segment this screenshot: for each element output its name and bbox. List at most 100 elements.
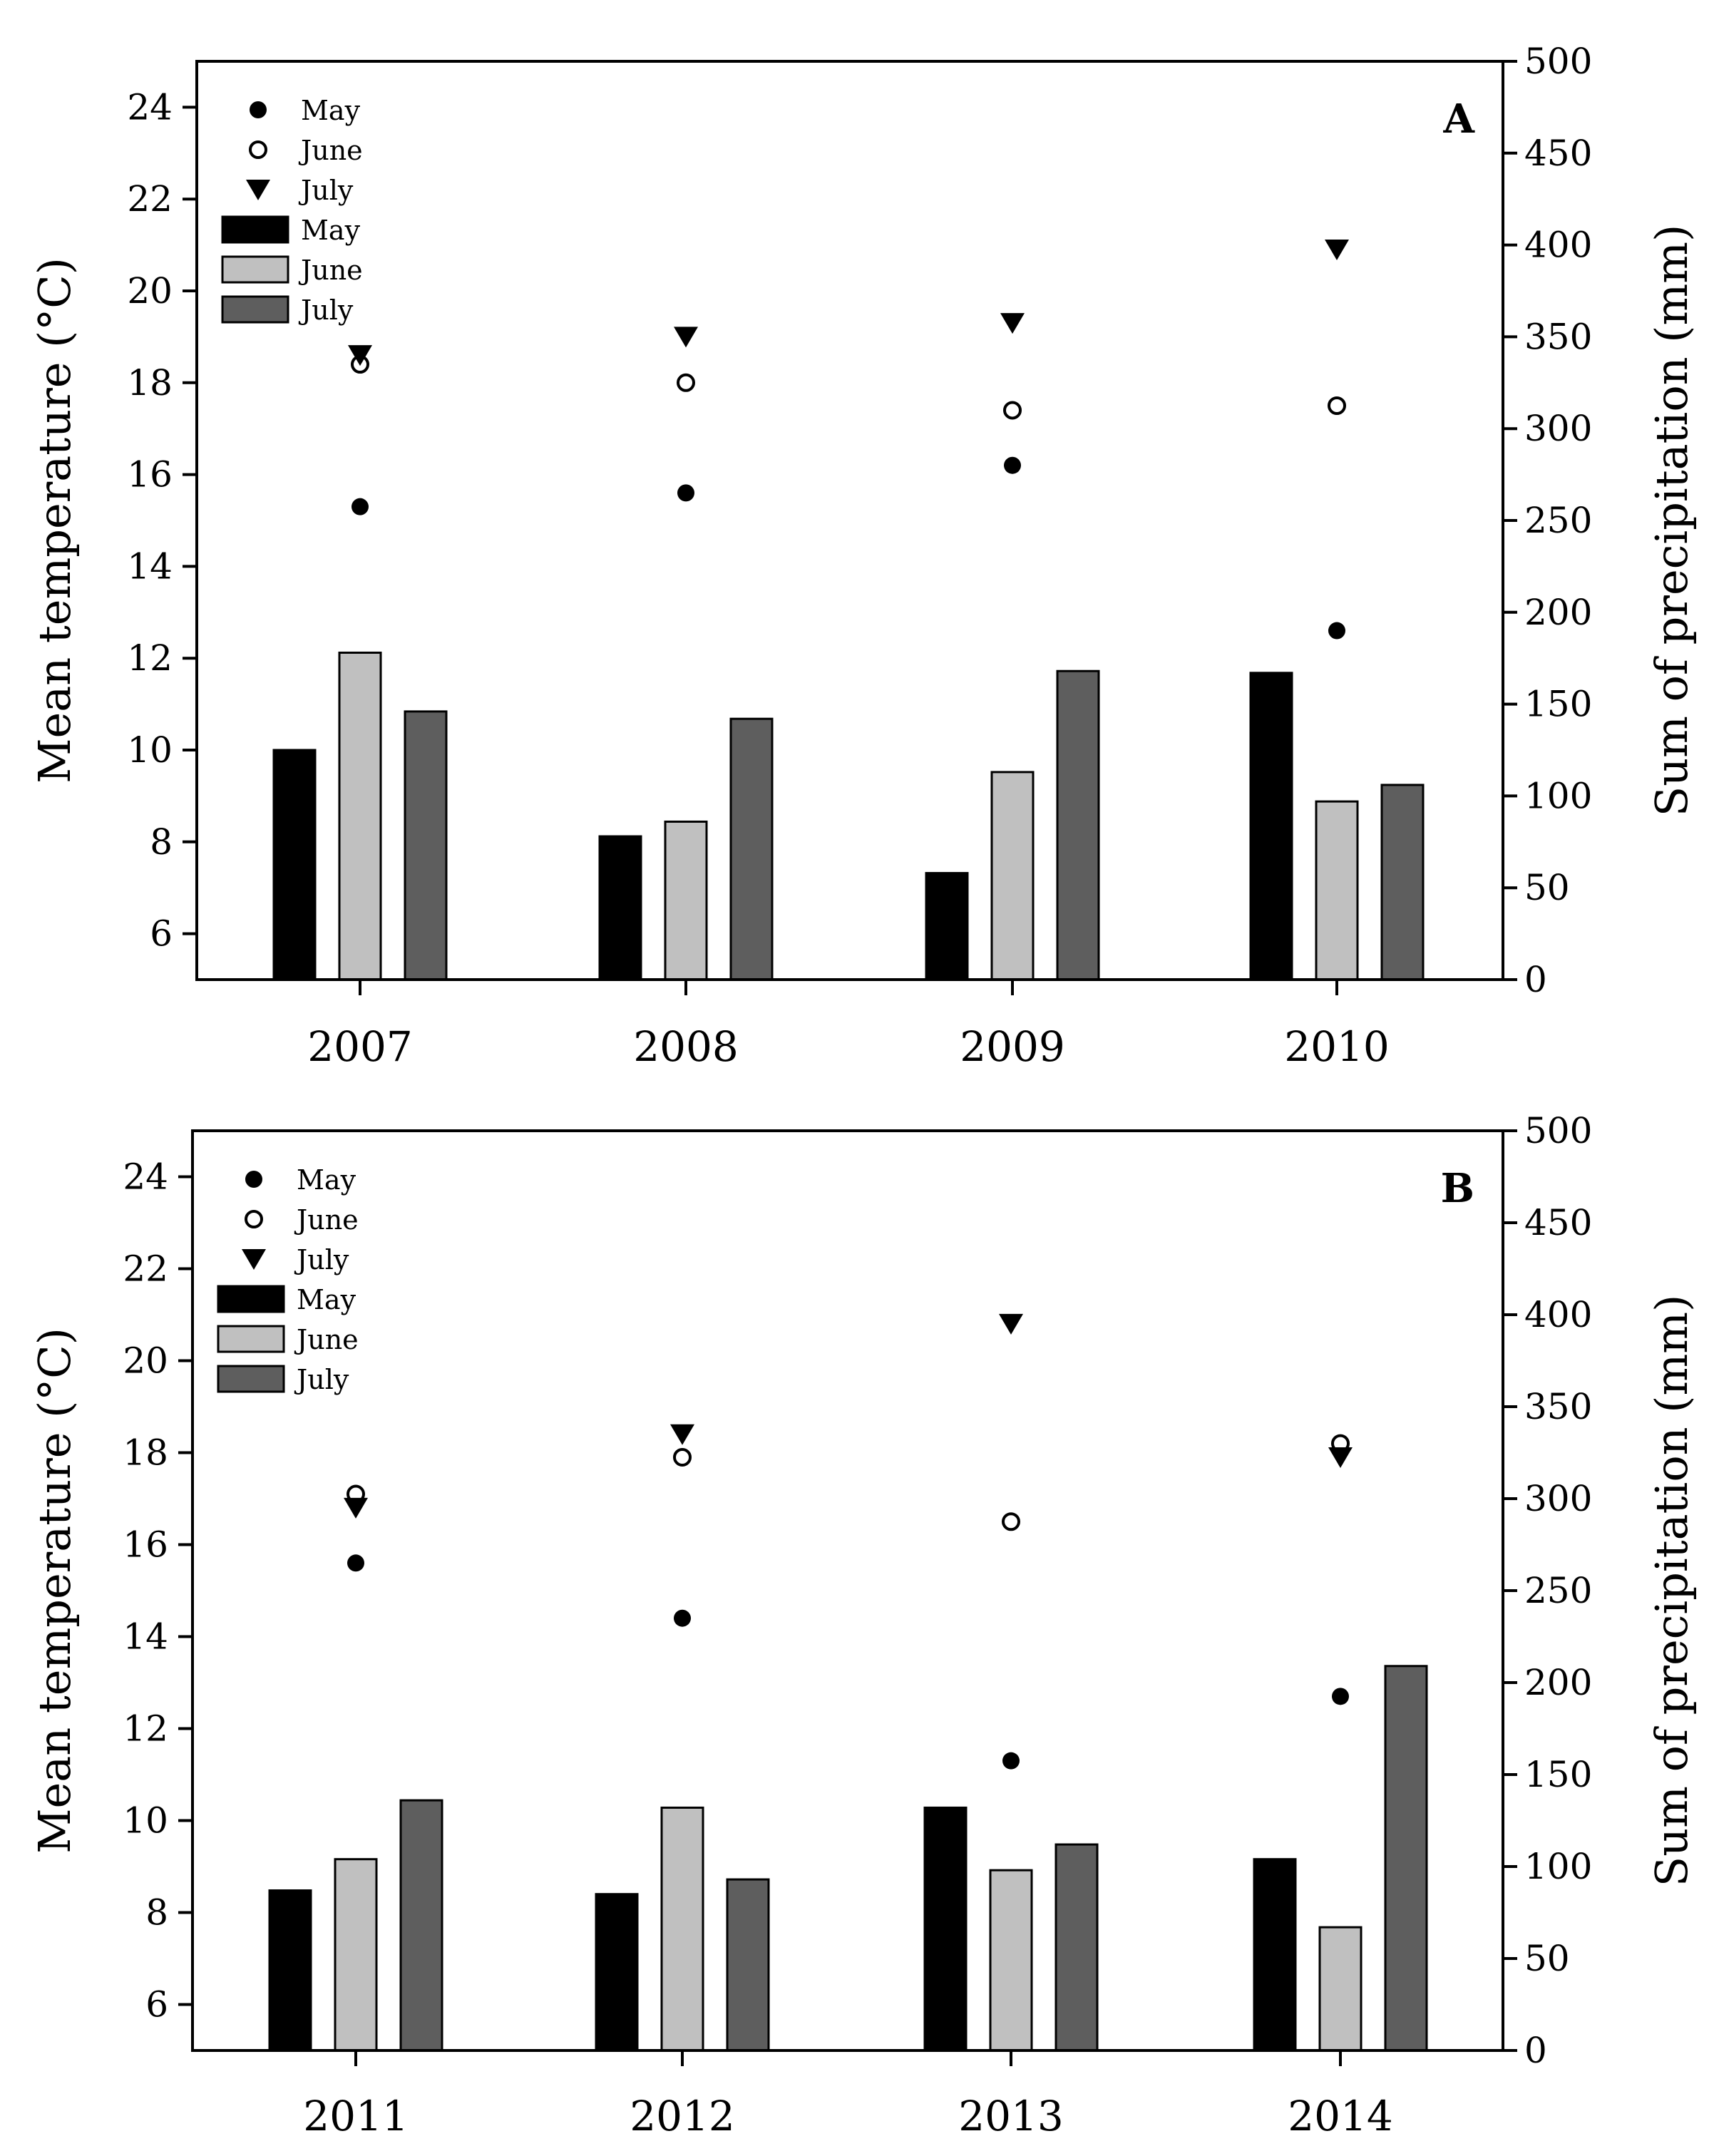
plot-frame xyxy=(191,1129,1504,2052)
bar-july-2008 xyxy=(729,717,774,981)
left-tick-label: 6 xyxy=(145,1984,168,2026)
bar-may-2013 xyxy=(923,1806,968,2052)
legend-swatch-may xyxy=(217,1285,285,1313)
point-july-2014 xyxy=(1328,1447,1353,1468)
point-june-2008 xyxy=(677,373,695,392)
legend-label: July xyxy=(294,1364,349,1395)
panel-a: 6 8 10 12 14 16 18 20 22 24 0 50 100 150 200 250 300 350 4… xyxy=(29,41,1698,1071)
left-tick-label: 22 xyxy=(127,178,173,220)
bar-july-2007 xyxy=(404,710,448,981)
right-tick-label: 150 xyxy=(1524,1754,1592,1795)
legend-label: July xyxy=(298,175,354,206)
bar-may-2007 xyxy=(272,749,317,981)
y2-axis-title: Sum of precipitation (mm) xyxy=(1646,1295,1698,1887)
point-june-2010 xyxy=(1328,396,1346,415)
point-may-2013 xyxy=(1002,1752,1020,1770)
point-july-2008 xyxy=(674,327,698,348)
bar-july-2009 xyxy=(1056,669,1100,981)
legend-marker-june xyxy=(249,140,267,159)
legend-label: July xyxy=(298,294,354,326)
left-tick-label: 8 xyxy=(150,821,173,863)
bar-may-2012 xyxy=(595,1893,639,2052)
left-tick-label: 12 xyxy=(127,637,173,679)
point-july-2013 xyxy=(999,1313,1023,1335)
right-tick-label: 50 xyxy=(1524,867,1570,908)
point-may-2009 xyxy=(1004,456,1021,474)
left-tick-label: 14 xyxy=(127,545,173,587)
point-may-2012 xyxy=(674,1609,691,1627)
bar-june-2010 xyxy=(1315,800,1359,981)
right-tick-label: 0 xyxy=(1524,2030,1547,2071)
legend-label: May xyxy=(301,215,361,246)
right-tick-label: 0 xyxy=(1524,959,1547,1000)
left-tick-label: 12 xyxy=(123,1708,168,1750)
x-tick-label: 2010 xyxy=(1284,1022,1390,1071)
point-may-2014 xyxy=(1332,1688,1349,1705)
point-may-2007 xyxy=(351,498,369,515)
right-tick-label: 300 xyxy=(1524,1478,1592,1519)
point-july-2009 xyxy=(1000,313,1025,334)
left-tick-label: 20 xyxy=(127,270,173,312)
right-tick-label: 50 xyxy=(1524,1938,1570,1979)
x-tick-label: 2012 xyxy=(630,2092,735,2140)
legend-label: June xyxy=(298,255,363,286)
legend-label: June xyxy=(294,1204,359,1236)
right-tick-label: 400 xyxy=(1524,1294,1592,1335)
right-tick-label: 100 xyxy=(1524,1846,1592,1887)
left-tick-label: 18 xyxy=(123,1432,168,1474)
point-may-2011 xyxy=(347,1554,364,1572)
left-tick-label: 24 xyxy=(127,86,173,128)
left-tick-label: 18 xyxy=(127,362,173,404)
legend-label: June xyxy=(298,135,363,166)
point-june-2012 xyxy=(673,1447,692,1467)
left-tick-label: 16 xyxy=(127,454,173,496)
bar-june-2007 xyxy=(338,651,382,981)
point-july-2012 xyxy=(670,1424,694,1445)
left-tick-label: 14 xyxy=(123,1616,168,1658)
point-may-2010 xyxy=(1328,622,1345,640)
left-tick-label: 8 xyxy=(145,1892,168,1934)
point-july-2010 xyxy=(1325,240,1349,261)
legend-label: May xyxy=(297,1284,356,1315)
right-tick-label: 200 xyxy=(1524,592,1592,633)
left-tick-label: 24 xyxy=(123,1156,168,1198)
bar-july-2014 xyxy=(1384,1665,1428,2052)
x-tick-label: 2014 xyxy=(1288,2092,1393,2140)
left-tick-label: 20 xyxy=(123,1340,168,1382)
legend-marker-july xyxy=(246,180,270,200)
x-tick-label: 2007 xyxy=(307,1022,413,1071)
left-tick-label: 10 xyxy=(123,1800,168,1842)
bar-june-2012 xyxy=(660,1806,704,2052)
legend-label: May xyxy=(297,1164,356,1196)
right-tick-label: 100 xyxy=(1524,775,1592,816)
bar-may-2009 xyxy=(925,872,969,981)
panel-letter: A xyxy=(1443,96,1476,143)
right-tick-label: 350 xyxy=(1524,316,1592,357)
left-tick-label: 6 xyxy=(150,913,173,955)
x-tick-label: 2011 xyxy=(303,2092,409,2140)
x-tick-label: 2013 xyxy=(958,2092,1064,2140)
legend-marker-may xyxy=(250,101,267,118)
bar-july-2013 xyxy=(1054,1843,1099,2052)
y2-axis-title: Sum of precipitation (mm) xyxy=(1646,225,1698,817)
right-tick-label: 350 xyxy=(1524,1386,1592,1427)
bar-june-2013 xyxy=(989,1869,1033,2052)
legend-label: July xyxy=(294,1244,349,1275)
bar-june-2009 xyxy=(990,771,1035,981)
right-tick-label: 200 xyxy=(1524,1662,1592,1703)
bar-june-2011 xyxy=(334,1858,378,2052)
left-tick-label: 22 xyxy=(123,1248,168,1290)
point-june-2009 xyxy=(1003,401,1022,420)
legend-swatch-june xyxy=(217,1325,285,1353)
bar-july-2012 xyxy=(726,1878,770,2052)
legend-swatch-may xyxy=(221,215,289,244)
legend-label: May xyxy=(301,95,361,126)
bar-may-2010 xyxy=(1249,672,1293,981)
bar-june-2014 xyxy=(1318,1926,1363,2052)
bar-may-2008 xyxy=(598,835,642,981)
bar-july-2010 xyxy=(1380,784,1425,981)
legend: May June July May June July xyxy=(221,95,363,326)
legend-swatch-june xyxy=(221,255,289,284)
right-tick-label: 450 xyxy=(1524,133,1592,174)
